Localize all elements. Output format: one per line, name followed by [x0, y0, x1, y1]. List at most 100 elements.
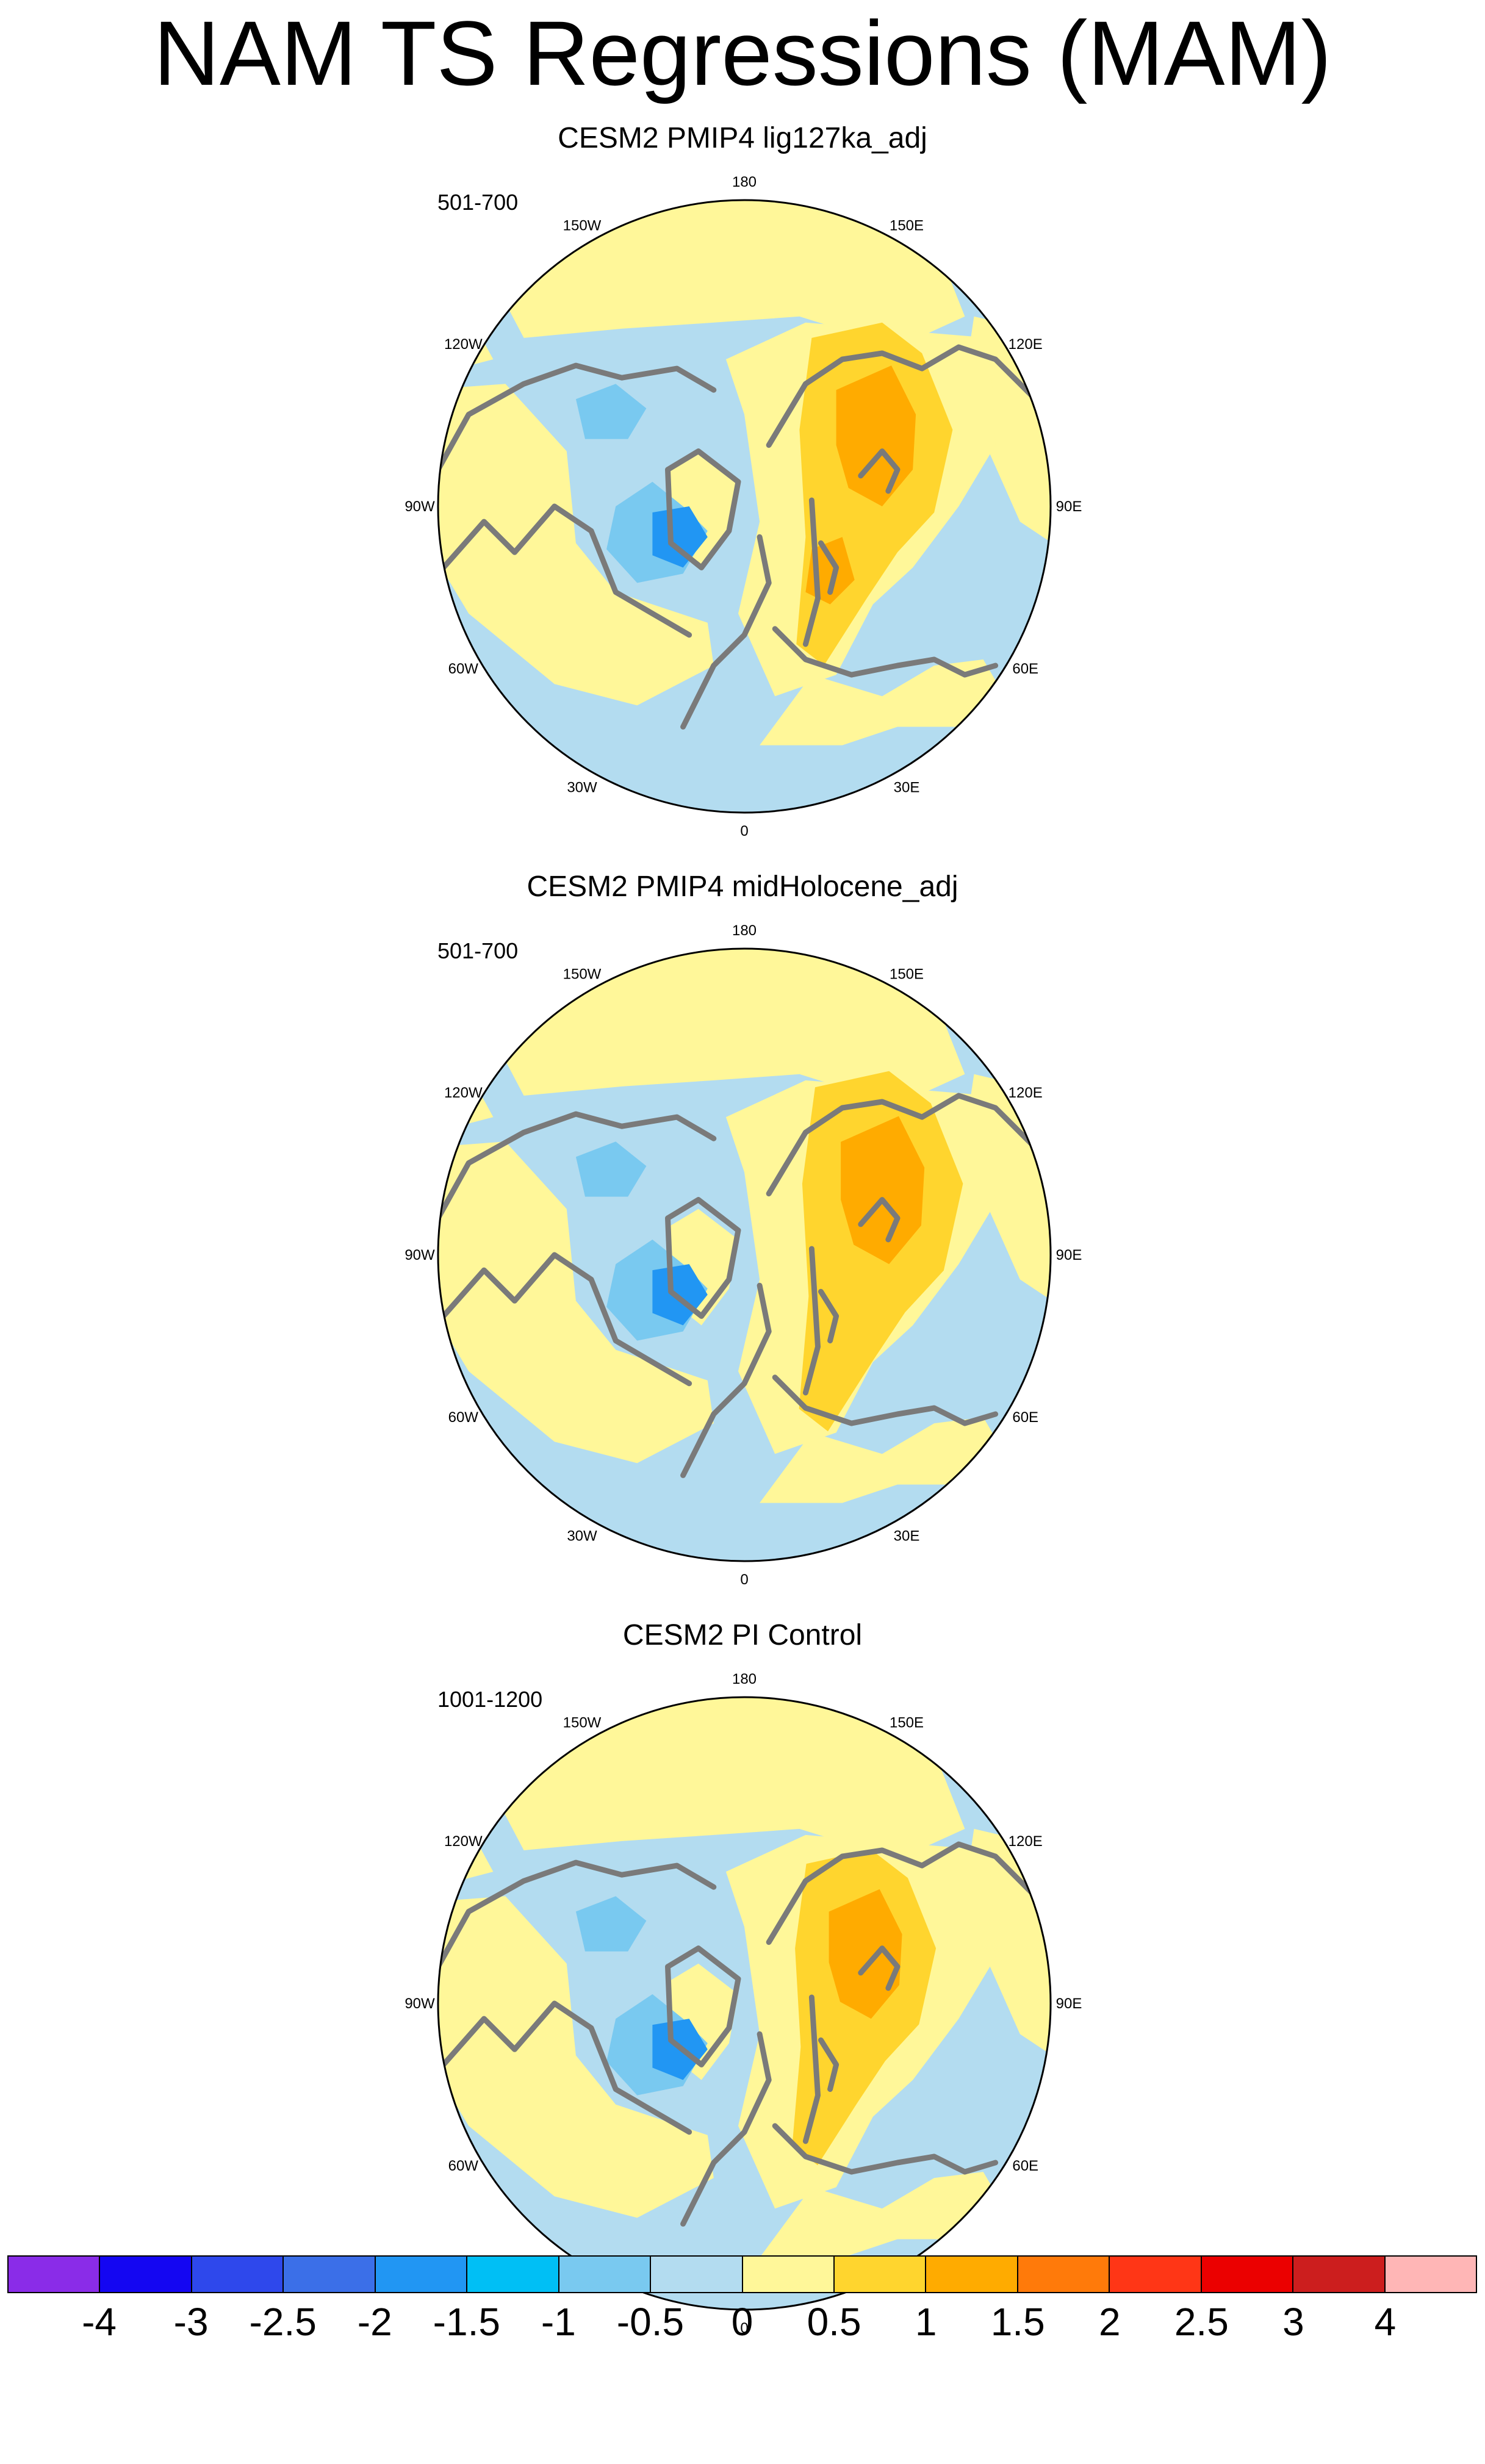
coastline-segment — [772, 1374, 999, 1426]
colorbar-tick-label: 1 — [915, 2300, 937, 2344]
period-label: 501-700 — [437, 938, 519, 963]
contour-europe — [760, 659, 1005, 745]
colorbar — [7, 2255, 1477, 2293]
colorbar-tick-label: -1.5 — [433, 2300, 500, 2344]
contour-naAmerica — [438, 1896, 714, 2218]
colorbar-tick-label: 0.5 — [807, 2300, 861, 2344]
longitude-label: 120E — [1009, 1085, 1043, 1101]
longitude-label: 60E — [1012, 2158, 1038, 2174]
colorbar-tick-label: -4 — [82, 2300, 117, 2344]
coastline-segment — [438, 1252, 692, 1387]
colorbar-tick-label: -1 — [541, 2300, 576, 2344]
coastline-segment — [680, 2031, 772, 2227]
longitude-label: 150E — [890, 217, 924, 234]
colorbar-tick-label: 4 — [1374, 2300, 1397, 2344]
longitude-label: 90E — [1056, 1247, 1082, 1263]
longitude-label: 90W — [405, 1247, 435, 1263]
colorbar-swatch — [1293, 2257, 1386, 2292]
coastlines — [438, 1841, 1038, 2227]
coastline-segment — [766, 1841, 1038, 1945]
coastline-segment — [858, 448, 901, 494]
longitude-label: 60W — [448, 1409, 479, 1426]
longitude-label: 0 — [740, 823, 748, 839]
period-label: 1001-1200 — [437, 1687, 543, 1712]
colorbar-swatch — [559, 2257, 652, 2292]
colorbar-tick-label: 2 — [1098, 2300, 1121, 2344]
longitude-label: 120E — [1009, 1833, 1043, 1850]
coastline-segment — [772, 626, 999, 678]
colorbar-swatch — [1385, 2257, 1476, 2292]
longitude-label: 30E — [894, 780, 920, 796]
colorbar-swatch — [375, 2257, 468, 2292]
colorbar-swatch — [284, 2257, 376, 2292]
colorbar-tick-label: 0 — [731, 2300, 753, 2344]
longitude-label: 30W — [567, 780, 597, 796]
field-layer — [438, 200, 1051, 813]
colorbar-tick-label: 3 — [1282, 2300, 1304, 2344]
longitude-label: 30W — [567, 1528, 597, 1545]
coastline-segment — [438, 1111, 717, 1221]
colorbar-swatch — [651, 2257, 743, 2292]
longitude-label: 90E — [1056, 498, 1082, 515]
panel-title: CESM2 PMIP4 midHolocene_adj — [527, 871, 958, 903]
colorbar-swatch — [1018, 2257, 1110, 2292]
coastline-segment — [438, 1859, 717, 1970]
map-panel-2: CESM2 PMIP4 midHolocene_adj 501-700 180 1… — [0, 867, 1485, 1593]
longitude-label: 30E — [894, 1528, 920, 1545]
contour-naAmerica — [438, 1141, 714, 1464]
longitude-label: 180 — [732, 1671, 757, 1687]
panel-title: CESM2 PI Control — [622, 1619, 863, 1651]
coastline-segment — [438, 2000, 692, 2135]
field-layer — [438, 949, 1051, 1561]
colorbar-swatch — [926, 2257, 1018, 2292]
longitude-label: 60W — [448, 2158, 479, 2174]
coastline-segment — [665, 1945, 741, 2067]
coastline-segment — [802, 1246, 821, 1396]
colorbar-swatch — [467, 2257, 559, 2292]
contour-blueBeau — [575, 1896, 647, 1952]
contour-orange — [841, 1116, 925, 1265]
contour-orange — [829, 1889, 902, 2019]
coastlines — [438, 344, 1038, 730]
colorbar-tick-label: -2 — [357, 2300, 392, 2344]
longitude-label: 60E — [1012, 661, 1038, 677]
field-layer — [438, 1697, 1051, 2310]
coastline-segment — [772, 2123, 999, 2175]
longitude-label: 150W — [563, 1714, 602, 1731]
coastline-segment — [438, 503, 692, 638]
map-panel-3: CESM2 PI Control 1001-1200 180 150E 120E 90… — [0, 1616, 1485, 2342]
longitude-label: 120W — [444, 1085, 483, 1101]
coastline-segment — [818, 2037, 840, 2092]
longitude-label: 120E — [1009, 336, 1043, 353]
colorbar-swatch — [1110, 2257, 1202, 2292]
contour-blueBeau — [575, 1141, 647, 1197]
colorbar-swatch — [100, 2257, 192, 2292]
longitude-label: 90E — [1056, 1995, 1082, 2012]
longitude-label: 150E — [890, 1714, 924, 1731]
map-boundary — [437, 199, 1052, 814]
longitude-label: 90W — [405, 498, 435, 515]
coastline-segment — [802, 497, 821, 647]
coastline-segment — [680, 534, 772, 730]
colorbar-swatch — [9, 2257, 101, 2292]
colorbar-swatch — [834, 2257, 927, 2292]
longitude-label: 60W — [448, 661, 479, 677]
colorbar-tick-label: -2.5 — [249, 2300, 317, 2344]
longitude-label: 90W — [405, 1995, 435, 2012]
longitude-label: 150W — [563, 217, 602, 234]
contour-blueMid — [652, 506, 708, 568]
colorbar-tick-label: -3 — [173, 2300, 209, 2344]
map-panel-1: CESM2 PMIP4 lig127ka_adj 501-700 180 150E… — [0, 119, 1485, 845]
contour-naAmerica — [438, 384, 714, 706]
longitude-label: 0 — [740, 1571, 748, 1588]
contour-pacific — [493, 1697, 965, 1860]
map-boundary — [437, 1696, 1052, 2311]
coastline-segment — [766, 344, 1038, 448]
contour-europe — [760, 1417, 1005, 1503]
period-label: 501-700 — [437, 190, 519, 215]
colorbar-swatch — [1201, 2257, 1294, 2292]
figure-title: NAM TS Regressions (MAM) — [153, 2, 1332, 104]
